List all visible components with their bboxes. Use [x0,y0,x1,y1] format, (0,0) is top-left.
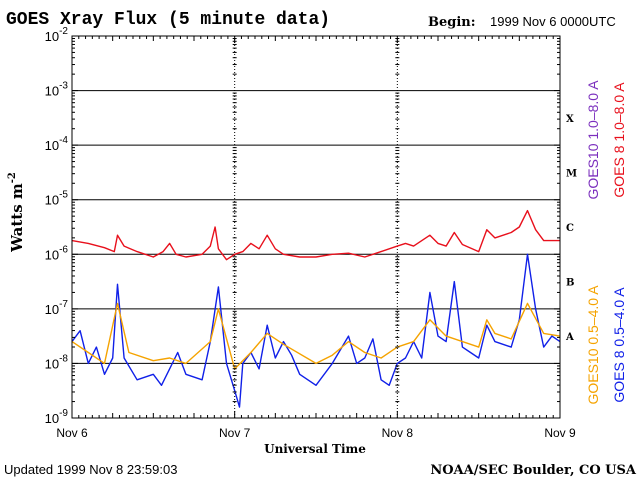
y-tick-label: 10-4 [45,135,69,153]
plot-frame [71,35,561,419]
y-axis-title-exp: -2 [7,172,18,183]
y-tick-label-exp: -7 [59,299,68,310]
y-tick-label: 10-3 [45,81,69,99]
y-tick-label-exp: -9 [59,408,68,419]
y-tick-label-exp: -6 [59,244,68,255]
x-tick-label: Nov 8 [382,426,414,440]
legend-entry: GOES 8 0.5–4.0 A [611,287,627,403]
y-tick-label: 10-8 [45,353,69,371]
x-axis-title: Universal Time [264,442,366,456]
data-series [71,209,561,408]
y-axis-title: Watts m-2 [7,172,26,253]
footer-credit: NOAA/SEC Boulder, CO USA [430,463,637,478]
legend-entry: GOES10 1.0–8.0 A [585,80,601,200]
y-tick-label-exp: -2 [59,26,68,37]
y-tick-label-base: 10 [45,411,59,426]
chart-title: GOES Xray Flux (5 minute data) [6,10,330,30]
series-line-2 [71,302,561,370]
y-tick-label-base: 10 [45,247,59,262]
x-tick-label: Nov 6 [56,426,88,440]
y-tick-label-exp: -3 [59,81,68,92]
flare-class-label: M [566,168,577,179]
y-tick-label-base: 10 [45,193,59,208]
y-tick-label-exp: -4 [59,135,68,146]
y-tick-label: 10-9 [45,408,69,426]
flare-class-label: X [566,114,574,125]
x-tick-label: Nov 9 [544,426,576,440]
flare-class-label: B [566,278,574,289]
y-tick-label-exp: -5 [59,190,68,201]
axes [71,35,561,419]
legend: GOES10 1.0–8.0 A GOES 8 1.0–8.0 A GOES10 0… [585,80,627,405]
y-tick-label-base: 10 [45,356,59,371]
y-tick-label: 10-5 [45,190,69,208]
begin-value: 1999 Nov 6 0000UTC [490,14,616,29]
y-tick-label-base: 10 [45,29,59,44]
legend-entry: GOES10 0.5–4.0 A [585,285,601,405]
legend-entry: GOES 8 1.0–8.0 A [611,82,627,198]
footer-updated: Updated 1999 Nov 8 23:59:03 [4,462,177,477]
grid-lines [72,36,560,418]
y-tick-label-exp: -8 [59,353,68,364]
y-axis-title-base: Watts m [8,183,26,253]
y-tick-label: 10-7 [45,299,69,317]
series-line-1 [71,253,561,408]
series-line-0 [71,209,560,261]
x-tick-label: Nov 7 [219,426,251,440]
y-tick-label-base: 10 [45,138,59,153]
y-tick-label-base: 10 [45,302,59,317]
y-tick-label-base: 10 [45,84,59,99]
flare-class-label: A [565,332,574,343]
y-tick-label: 10-2 [45,26,69,44]
y-tick-label: 10-6 [45,244,69,262]
begin-label: Begin: [428,15,476,30]
flare-class-label: C [566,223,574,234]
